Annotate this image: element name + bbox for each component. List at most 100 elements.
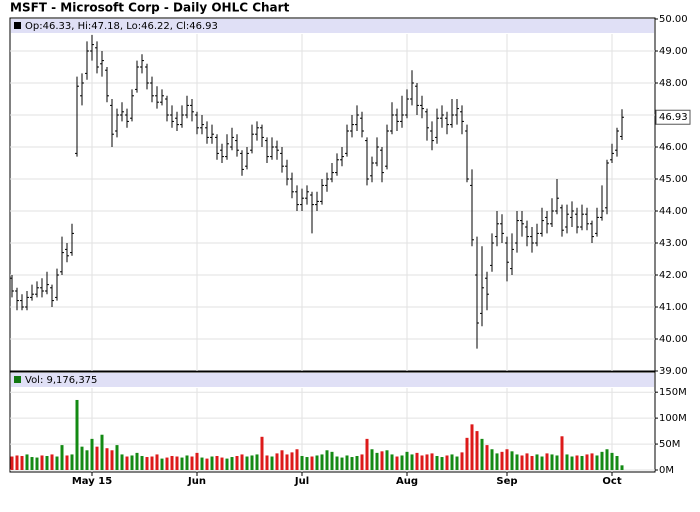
volume-bar [305,457,309,470]
volume-bar [35,457,39,470]
volume-bar [65,455,69,470]
volume-bar [560,436,564,470]
last-price-box [655,109,691,125]
volume-bar [420,455,424,470]
volume-bar [310,456,314,470]
volume-bar [525,453,529,470]
volume-bar [380,451,384,470]
volume-bar [185,455,189,470]
volume-bar [455,456,459,470]
price-header: Op:46.33, Hi:47.18, Lo:46.22, Cl:46.93 [25,21,218,32]
y-tick-label: 0M [659,465,674,476]
x-tick-label: Oct [602,476,621,487]
volume-bar [55,456,59,470]
volume-bar [375,452,379,470]
volume-bar [470,424,474,470]
volume-bar [160,458,164,470]
volume-bar [480,438,484,470]
volume-bar [195,452,199,470]
volume-bar [505,449,509,470]
volume-bar [90,438,94,470]
volume-bar [485,445,489,470]
volume-bar [445,455,449,470]
volume-bar [40,455,44,470]
volume-bar [80,446,84,470]
volume-bar [210,456,214,470]
volume-bar [230,457,234,470]
volume-bar [300,455,304,470]
volume-bar [170,455,174,470]
y-tick-label: 43.00 [659,238,688,249]
y-tick-label: 40.00 [659,334,688,345]
volume-bar [490,449,494,470]
volume-bar [390,454,394,470]
y-tick-label: 44.00 [659,206,688,217]
volume-bar [465,437,469,470]
volume-bar [20,455,24,470]
volume-bar [440,457,444,470]
volume-bar [285,454,289,470]
volume-bar [515,454,519,470]
volume-bar [365,438,369,470]
volume-bar [405,451,409,470]
volume-bar [115,445,119,470]
grid [10,34,655,472]
volume-bar [105,448,109,470]
last-price-label: 46.93 [659,112,688,123]
volume-bar [275,453,279,470]
volume-bar [240,454,244,470]
volume-bar [495,453,499,470]
volume-bar [430,453,434,470]
volume-bar [250,455,254,470]
volume-bar [180,457,184,470]
volume-bar [25,454,29,470]
x-tick-label: Jul [294,476,309,487]
volume-header-bar [11,373,654,387]
volume-header-icon [14,376,21,383]
volume-bar [575,455,579,470]
volume-bar [395,456,399,470]
volume-bar [60,445,64,470]
volume-bar [110,450,114,470]
volume-bar [450,454,454,470]
price-header-bar [11,19,654,33]
volume-bar [510,451,514,470]
y-tick-label: 41.00 [659,302,688,313]
volume-bar [200,457,204,470]
volume-bar [290,452,294,470]
volume-bar [540,456,544,470]
y-tick-label: 48.00 [659,78,688,89]
volume-bar [95,446,99,470]
volume-bar [175,456,179,470]
volume-bar [270,456,274,470]
y-tick-label: 150M [659,387,687,398]
volume-bar [320,454,324,470]
volume-bar [570,456,574,470]
y-tick-label: 49.00 [659,46,688,57]
volume-bar [605,449,609,470]
y-tick-label: 39.00 [659,366,688,377]
volume-bar [435,455,439,470]
y-tick-label: 100M [659,413,687,424]
volume-bar [45,455,49,470]
volume-bar [150,456,154,470]
volume-bar [425,454,429,470]
y-tick-label: 46.00 [659,142,688,153]
volume-bar [85,450,89,470]
volume-bar [565,454,569,470]
volume-bar [340,457,344,470]
volume-bar [245,456,249,470]
price-header-icon [14,22,21,29]
volume-bar [385,450,389,470]
volume-bar [595,455,599,470]
volume-bar [555,455,559,470]
volume-bar [125,456,129,470]
volume-bar [255,454,259,470]
volume-bar [460,452,464,470]
volume-bar [50,454,54,470]
x-tick-label: Jun [187,476,206,487]
volume-bar [360,454,364,470]
volume-bar [345,455,349,470]
volume-bar [30,457,34,470]
